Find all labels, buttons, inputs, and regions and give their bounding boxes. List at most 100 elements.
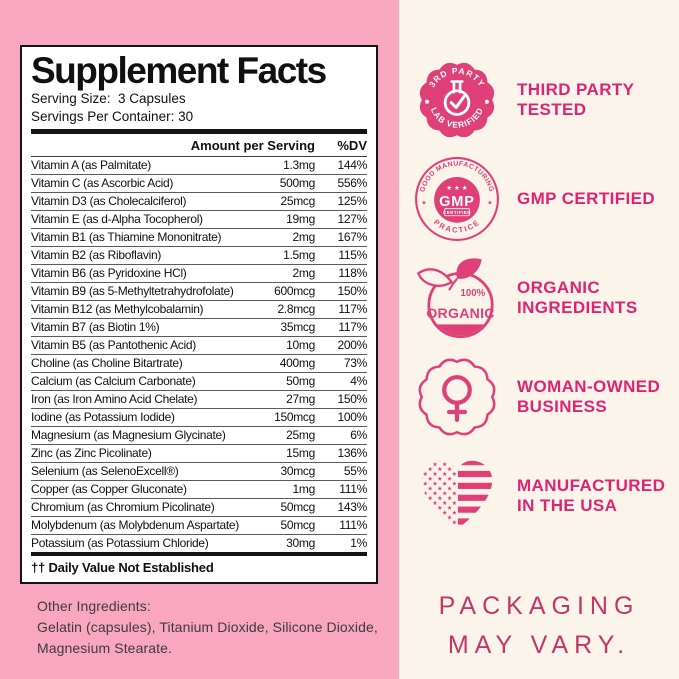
organic-seal-icon: 100% ORGANIC <box>416 258 494 339</box>
fact-row: Vitamin B5 (as Pantothenic Acid) 10mg 200% <box>31 337 367 355</box>
seal-three-stars: ★ ★ ★ <box>446 184 467 192</box>
header-percent-dv: %DV <box>337 137 367 153</box>
nutrient-amount: 2.8mcg <box>277 301 315 316</box>
seal-star-right: ★ <box>487 199 493 206</box>
other-ingredients-heading: Other Ingredients: <box>37 598 151 614</box>
nutrient-dv: 117% <box>338 319 367 334</box>
usa-flag-heart-icon <box>421 460 493 530</box>
nutrient-dv: 73% <box>343 355 367 370</box>
nutrient-dv: 167% <box>337 229 368 244</box>
nutrient-name: Zinc (as Zinc Picolinate) <box>31 445 152 460</box>
badge-label-made-in-usa: MANUFACTURED IN THE USA <box>517 476 665 516</box>
nutrient-name: Iron (as Iron Amino Acid Chelate) <box>31 391 198 406</box>
nutrient-name: Vitamin B7 (as Biotin 1%) <box>31 319 160 334</box>
facts-table-header: Amount per Serving %DV <box>31 134 367 157</box>
fact-row: Vitamin B7 (as Biotin 1%) 35mcg 117% <box>31 319 367 337</box>
nutrient-dv: 111% <box>339 517 367 532</box>
nutrient-name: Vitamin B12 (as Methylcobalamin) <box>31 301 204 316</box>
servings-per-container: Servings Per Container: 30 <box>31 108 194 124</box>
nutrient-name: Chromium (as Chromium Picolinate) <box>31 499 215 514</box>
nutrient-amount: 19mg <box>286 211 315 226</box>
fact-row: Vitamin B12 (as Methylcobalamin) 2.8mcg 11… <box>31 301 367 319</box>
badge-gmp-certified: GOOD MANUFACTURING PRACTICE ★ ★ ★ ★ ★ GM… <box>413 155 679 243</box>
nutrient-amount: 1.5mg <box>283 247 315 262</box>
packaging-note-line1: PACKAGING <box>438 592 640 620</box>
nutrient-dv: 125% <box>337 193 368 208</box>
fact-row: Vitamin B9 (as 5-Methyltetrahydrofolate)… <box>31 283 367 301</box>
nutrient-name: Potassium (as Potassium Chloride) <box>31 535 209 550</box>
facts-rows: Vitamin A (as Palmitate) 1.3mg 144% Vitamin… <box>31 157 367 552</box>
nutrient-amount: 30mcg <box>280 463 315 478</box>
nutrient-amount: 2mg <box>292 229 316 244</box>
other-ingredients: Other Ingredients: Gelatin (capsules), T… <box>37 596 385 659</box>
nutrient-amount: 50mcg <box>280 517 315 532</box>
gmp-seal-icon: GOOD MANUFACTURING PRACTICE ★ ★ ★ ★ ★ GM… <box>415 157 499 241</box>
badge-label-line2: IN THE USA <box>517 496 618 515</box>
fact-row: Vitamin B6 (as Pyridoxine HCl) 2mg 118% <box>31 265 367 283</box>
fact-row: Vitamin D3 (as Cholecalciferol) 25mcg 125% <box>31 193 367 211</box>
nutrient-dv: 150% <box>337 391 368 406</box>
badge-label-woman-owned: WOMAN-OWNED BUSINESS <box>517 377 660 417</box>
fact-row: Selenium (as SelenoExcell®) 30mcg 55% <box>31 463 367 481</box>
nutrient-dv: 100% <box>337 409 368 424</box>
fact-row: Vitamin A (as Palmitate) 1.3mg 144% <box>31 157 367 175</box>
leaf-stem <box>448 277 458 291</box>
fact-row: Magnesium (as Magnesium Glycinate) 25mg 6% <box>31 427 367 445</box>
nutrient-dv: 4% <box>350 373 367 388</box>
packaging-may-vary-note: PACKAGING MAY VARY. <box>413 587 665 665</box>
badge-label-line1: GMP CERTIFIED <box>517 188 656 208</box>
nutrient-dv: 118% <box>338 265 367 280</box>
nutrient-dv: 115% <box>338 247 367 262</box>
nutrient-amount: 30mg <box>286 535 315 550</box>
left-pink-panel: Supplement Facts Serving Size: 3 Capsule… <box>0 0 399 679</box>
nutrient-amount: 15mg <box>286 445 315 460</box>
flask-check-icon <box>443 80 471 116</box>
badge-label-line2: TESTED <box>517 100 587 119</box>
badge-label-line2: INGREDIENTS <box>517 298 638 317</box>
badge-label-line1: ORGANIC <box>517 277 601 297</box>
seal-star-left: ★ <box>421 199 427 206</box>
fact-row: Vitamin B2 (as Riboflavin) 1.5mg 115% <box>31 247 367 265</box>
fact-row: Choline (as Choline Bitartrate) 400mg 73% <box>31 355 367 373</box>
nutrient-name: Vitamin B2 (as Riboflavin) <box>31 247 162 262</box>
nutrient-name: Vitamin B6 (as Pyridoxine HCl) <box>31 265 187 280</box>
leaf-solid-icon <box>456 258 482 279</box>
supplement-facts-panel: Supplement Facts Serving Size: 3 Capsule… <box>20 45 378 584</box>
third-party-lab-verified-seal-icon: 3RD PARTY LAB VERIFIED <box>419 62 495 138</box>
badge-label-line1: MANUFACTURED <box>517 475 666 495</box>
fact-row: Vitamin C (as Ascorbic Acid) 500mg 556% <box>31 175 367 193</box>
nutrient-amount: 50mg <box>286 373 315 388</box>
nutrient-amount: 27mg <box>286 391 315 406</box>
fact-row: Vitamin E (as d-Alpha Tocopherol) 19mg 127… <box>31 211 367 229</box>
nutrient-name: Calcium (as Calcium Carbonate) <box>31 373 196 388</box>
right-cream-panel: 3RD PARTY LAB VERIFIED THIRD PARTY TESTE… <box>399 0 679 679</box>
nutrient-dv: 6% <box>350 427 367 442</box>
nutrient-name: Selenium (as SelenoExcell®) <box>31 463 179 478</box>
badge-label-third-party: THIRD PARTY TESTED <box>517 80 634 120</box>
leaf-outline-icon <box>416 268 454 287</box>
nutrient-name: Iodine (as Potassium Iodide) <box>31 409 175 424</box>
nutrient-dv: 143% <box>337 499 368 514</box>
fact-row: Calcium (as Calcium Carbonate) 50mg 4% <box>31 373 367 391</box>
nutrient-name: Vitamin E (as d-Alpha Tocopherol) <box>31 211 203 226</box>
nutrient-amount: 10mg <box>286 337 315 352</box>
fact-row: Potassium (as Potassium Chloride) 30mg 1% <box>31 535 367 552</box>
badge-label-gmp: GMP CERTIFIED <box>517 189 655 209</box>
nutrient-dv: 127% <box>337 211 368 226</box>
badge-third-party-tested: 3RD PARTY LAB VERIFIED THIRD PARTY TESTE… <box>413 56 679 144</box>
nutrient-amount: 2mg <box>292 265 316 280</box>
seal-dot-right <box>484 99 489 104</box>
seal-dot-left <box>425 99 430 104</box>
other-ingredients-body: Gelatin (capsules), Titanium Dioxide, Si… <box>37 619 378 656</box>
seal-text-organic: ORGANIC <box>426 305 494 321</box>
nutrient-name: Vitamin C (as Ascorbic Acid) <box>31 175 174 190</box>
badge-organic-ingredients: 100% ORGANIC ORGANIC INGREDIENTS <box>413 254 679 342</box>
nutrient-amount: 1.3mg <box>283 157 315 172</box>
nutrient-name: Vitamin A (as Palmitate) <box>31 157 151 172</box>
female-symbol-icon <box>442 375 472 422</box>
supplement-facts-title: Supplement Facts <box>31 50 327 91</box>
badge-label-organic: ORGANIC INGREDIENTS <box>517 278 638 318</box>
nutrient-dv: 144% <box>337 157 368 172</box>
nutrient-name: Vitamin B9 (as 5-Methyltetrahydrofolate) <box>31 283 234 298</box>
